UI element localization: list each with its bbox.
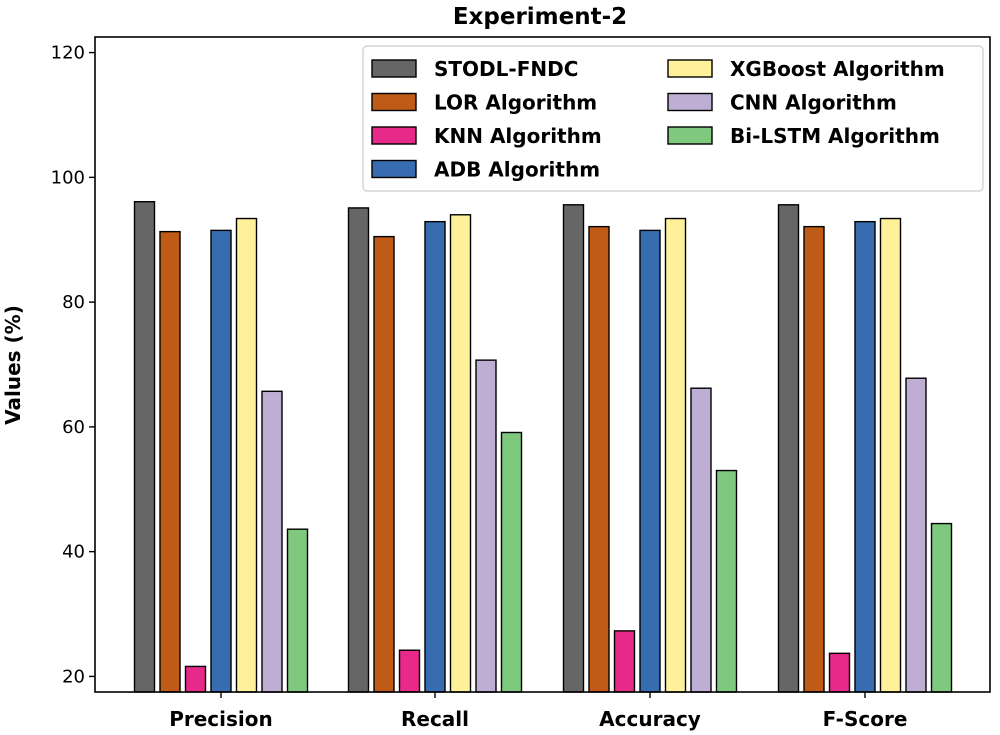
x-tick-label: Recall (401, 707, 469, 731)
legend-label: KNN Algorithm (434, 124, 602, 148)
legend-label: CNN Algorithm (730, 91, 897, 115)
legend-label: STODL-FNDC (434, 57, 578, 81)
bar-lor-algorithm-precision (159, 230, 181, 693)
legend-label: XGBoost Algorithm (730, 57, 945, 81)
bar-lor-algorithm-recall (373, 235, 395, 693)
x-axis: Precision Recall Accuracy F-Score (169, 692, 907, 731)
chart-title: Experiment-2 (453, 4, 627, 30)
y-axis-label: Values (%) (1, 305, 25, 425)
legend-label: LOR Algorithm (434, 91, 597, 115)
bar-stodl-fndc-recall (347, 207, 370, 693)
bar-bi-lstm-algorithm-accuracy (715, 469, 738, 693)
y-tick-label: 60 (62, 417, 85, 438)
bar-bi-lstm-algorithm-recall (500, 431, 523, 693)
legend-swatch (371, 59, 417, 78)
bar-adb-algorithm-f-score (854, 220, 876, 693)
legend-swatch (371, 126, 417, 145)
legend-swatch (371, 92, 417, 112)
bars (133, 200, 953, 693)
bar-xgboost-algorithm-precision (235, 217, 258, 693)
y-tick-label: 100 (51, 167, 85, 188)
y-tick-label: 40 (62, 542, 85, 563)
legend-swatch (667, 59, 713, 78)
bar-stodl-fndc-precision (133, 200, 156, 693)
bar-cnn-algorithm-recall (475, 359, 497, 693)
legend-frame (362, 45, 984, 192)
bar-lor-algorithm-f-score (803, 225, 825, 693)
y-tick-label: 20 (62, 666, 85, 687)
legend-label: Bi-LSTM Algorithm (730, 124, 940, 148)
plot-frame (94, 36, 991, 693)
bar-xgboost-algorithm-f-score (879, 217, 902, 693)
legend-label: ADB Algorithm (434, 158, 600, 182)
legend-swatch (667, 92, 713, 112)
x-tick-label: Accuracy (599, 707, 701, 731)
bar-cnn-algorithm-accuracy (690, 387, 712, 693)
y-tick-label: 120 (51, 43, 85, 64)
x-tick-label: Precision (169, 707, 273, 731)
bar-adb-algorithm-precision (210, 229, 232, 693)
legend-swatch (371, 159, 417, 179)
bar-xgboost-algorithm-accuracy (664, 217, 687, 693)
bar-knn-algorithm-recall (398, 649, 421, 693)
bar-lor-algorithm-accuracy (588, 225, 610, 693)
bar-cnn-algorithm-precision (261, 390, 283, 693)
legend: STODL-FNDC LOR Algorithm KNN Algorithm ADB … (362, 45, 984, 192)
bar-knn-algorithm-f-score (828, 652, 851, 693)
bar-xgboost-algorithm-recall (449, 214, 472, 693)
bar-adb-algorithm-recall (424, 220, 446, 693)
bar-stodl-fndc-f-score (777, 204, 800, 693)
bar-adb-algorithm-accuracy (639, 229, 661, 693)
y-tick-label: 80 (62, 292, 85, 313)
bar-knn-algorithm-precision (184, 665, 207, 693)
legend-swatch (667, 126, 713, 145)
bar-bi-lstm-algorithm-f-score (930, 522, 953, 693)
y-axis: 20 40 60 80 100 120 (51, 43, 95, 687)
bar-cnn-algorithm-f-score (905, 377, 927, 693)
bar-stodl-fndc-accuracy (562, 204, 585, 693)
bar-bi-lstm-algorithm-precision (286, 528, 309, 693)
x-tick-label: F-Score (823, 707, 908, 731)
bar-knn-algorithm-accuracy (613, 630, 636, 693)
